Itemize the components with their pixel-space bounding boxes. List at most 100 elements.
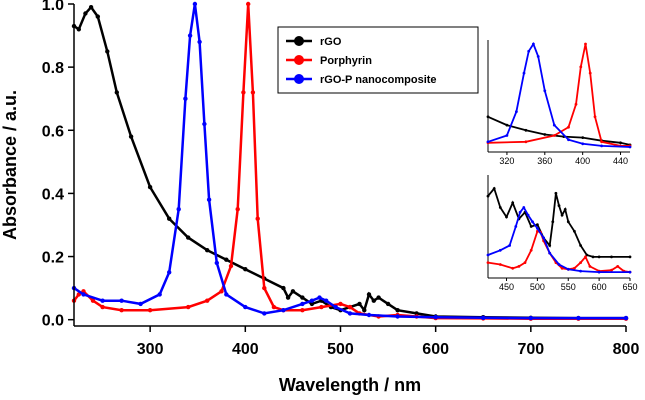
inset-data-point-rgo [566,220,570,224]
data-point-rgo [224,257,229,262]
inset-data-point-rgo-p-nanocomposite [579,269,582,273]
inset-x-tick-label: 400 [575,156,590,166]
inset-data-point-rgo [548,244,552,247]
inset-data-point-rgo-p-nanocomposite [498,248,502,252]
inset-data-point-rgo-p-nanocomposite [508,244,511,247]
inset-x-tick-label: 550 [561,282,576,292]
inset-data-point-rgo [492,187,496,190]
inset-data-point-rgo-p-nanocomposite [542,236,545,240]
data-point-rgo-p-nanocomposite [100,298,105,303]
inset-data-point-rgo [543,133,547,136]
data-point-rgo [285,295,291,300]
inset-data-point-porphyrin [574,102,578,106]
data-point-rgo-p-nanocomposite [623,315,629,321]
inset-data-point-rgo-p-nanocomposite [628,270,632,274]
data-point-rgo [243,267,248,272]
inset-data-point-rgo [486,194,490,198]
inset-x-tick-label: 360 [537,156,552,166]
y-tick-label: 0.2 [42,250,64,267]
main-ticks: 300 400 500 600 700 800 0.0 0.2 0.4 0.6 0.8 1.0 [42,0,640,358]
data-point-rgo-p-nanocomposite [183,96,188,101]
inset-data-point-rgo [581,136,585,140]
data-point-porphyrin [186,304,191,310]
x-tick-label: 400 [232,341,259,358]
inset-data-point-porphyrin [517,265,521,268]
y-tick-label: 0.0 [42,313,64,330]
inset-data-point-rgo-p-nanocomposite [628,145,632,149]
data-point-rgo-p-nanocomposite [324,298,329,303]
x-tick-label: 500 [327,341,354,358]
inset-data-point-rgo-p-nanocomposite [543,89,547,93]
inset-data-point-rgo [551,220,555,224]
inset-series-line-rgo-p-nanocomposite [487,42,631,148]
inset-data-point-porphyrin [573,266,576,270]
data-point-rgo [414,311,419,316]
inset-data-point-porphyrin [560,266,564,270]
data-point-rgo-p-nanocomposite [214,260,219,266]
inset-data-point-porphyrin [610,268,613,272]
legend-label-rgo-p-nanocomposite: rGO-P nanocomposite [320,74,437,86]
data-point-rgo [362,308,367,313]
data-point-porphyrin [147,308,153,313]
inset-data-point-rgo [628,255,632,259]
inset-data-point-rgo [563,208,567,211]
inset-data-point-rgo [536,223,539,227]
data-point-porphyrin [241,90,246,95]
data-point-rgo-p-nanocomposite [176,207,181,212]
data-point-porphyrin [262,285,267,291]
inset-data-point-rgo-p-nanocomposite [518,210,522,214]
data-point-porphyrin [271,304,277,310]
y-tick-label: 0.8 [42,60,64,77]
main-plot-area [71,1,629,321]
legend-marker-porphyrin [294,55,304,65]
data-point-porphyrin [255,216,260,221]
data-point-rgo-p-nanocomposite [481,315,486,320]
data-point-rgo-p-nanocomposite [187,33,193,38]
inset-data-point-porphyrin [498,263,502,266]
inset-data-point-rgo-p-nanocomposite [552,123,556,127]
data-point-rgo-p-nanocomposite [366,312,372,318]
legend-label-porphyrin: Porphyrin [320,55,372,67]
inset-data-point-porphyrin [588,71,592,75]
data-point-rgo [395,308,400,313]
data-point-rgo [357,301,362,307]
data-point-rgo [167,216,172,221]
inset-x-tick-label: 650 [622,282,637,292]
data-point-rgo [300,295,305,300]
inset-x-tick-label: 600 [592,282,607,292]
inset-data-point-rgo-p-nanocomposite [548,251,552,255]
inset-data-point-porphyrin [588,265,592,268]
data-point-rgo-p-nanocomposite [243,304,248,310]
legend-marker-rgo [294,36,304,46]
inset-data-point-rgo [560,213,564,217]
inset-series-line-porphyrin [487,43,630,147]
data-point-rgo-p-nanocomposite [262,311,267,316]
data-point-rgo [366,292,372,297]
data-point-rgo [205,248,210,253]
data-point-rgo [128,134,134,139]
data-point-rgo [88,5,94,10]
inset-data-point-rgo-p-nanocomposite [600,144,603,148]
inset-data-point-rgo [554,191,558,195]
inset-x-tick-label: 450 [499,282,514,292]
data-point-porphyrin [205,298,210,303]
x-tick-label: 800 [613,341,640,358]
data-point-rgo-p-nanocomposite [528,315,533,321]
data-point-porphyrin [300,308,305,313]
inset-data-point-rgo-p-nanocomposite [597,270,601,274]
data-point-rgo-p-nanocomposite [333,304,338,310]
inset-data-point-rgo [529,225,533,228]
inset-data-point-porphyrin [616,265,620,268]
inset-data-point-rgo [524,128,528,132]
inset-data-point-rgo-p-nanocomposite [522,206,526,209]
inset-data-point-rgo [610,255,613,259]
inset-data-point-porphyrin [524,140,528,144]
inset-data-point-rgo [505,123,509,127]
data-point-rgo [376,295,381,300]
data-point-rgo-p-nanocomposite [347,311,353,316]
inset-x-tick-label: 500 [530,282,545,292]
inset-data-point-porphyrin [579,261,582,264]
data-point-rgo-p-nanocomposite [119,298,124,303]
inset-data-point-rgo [505,215,508,219]
